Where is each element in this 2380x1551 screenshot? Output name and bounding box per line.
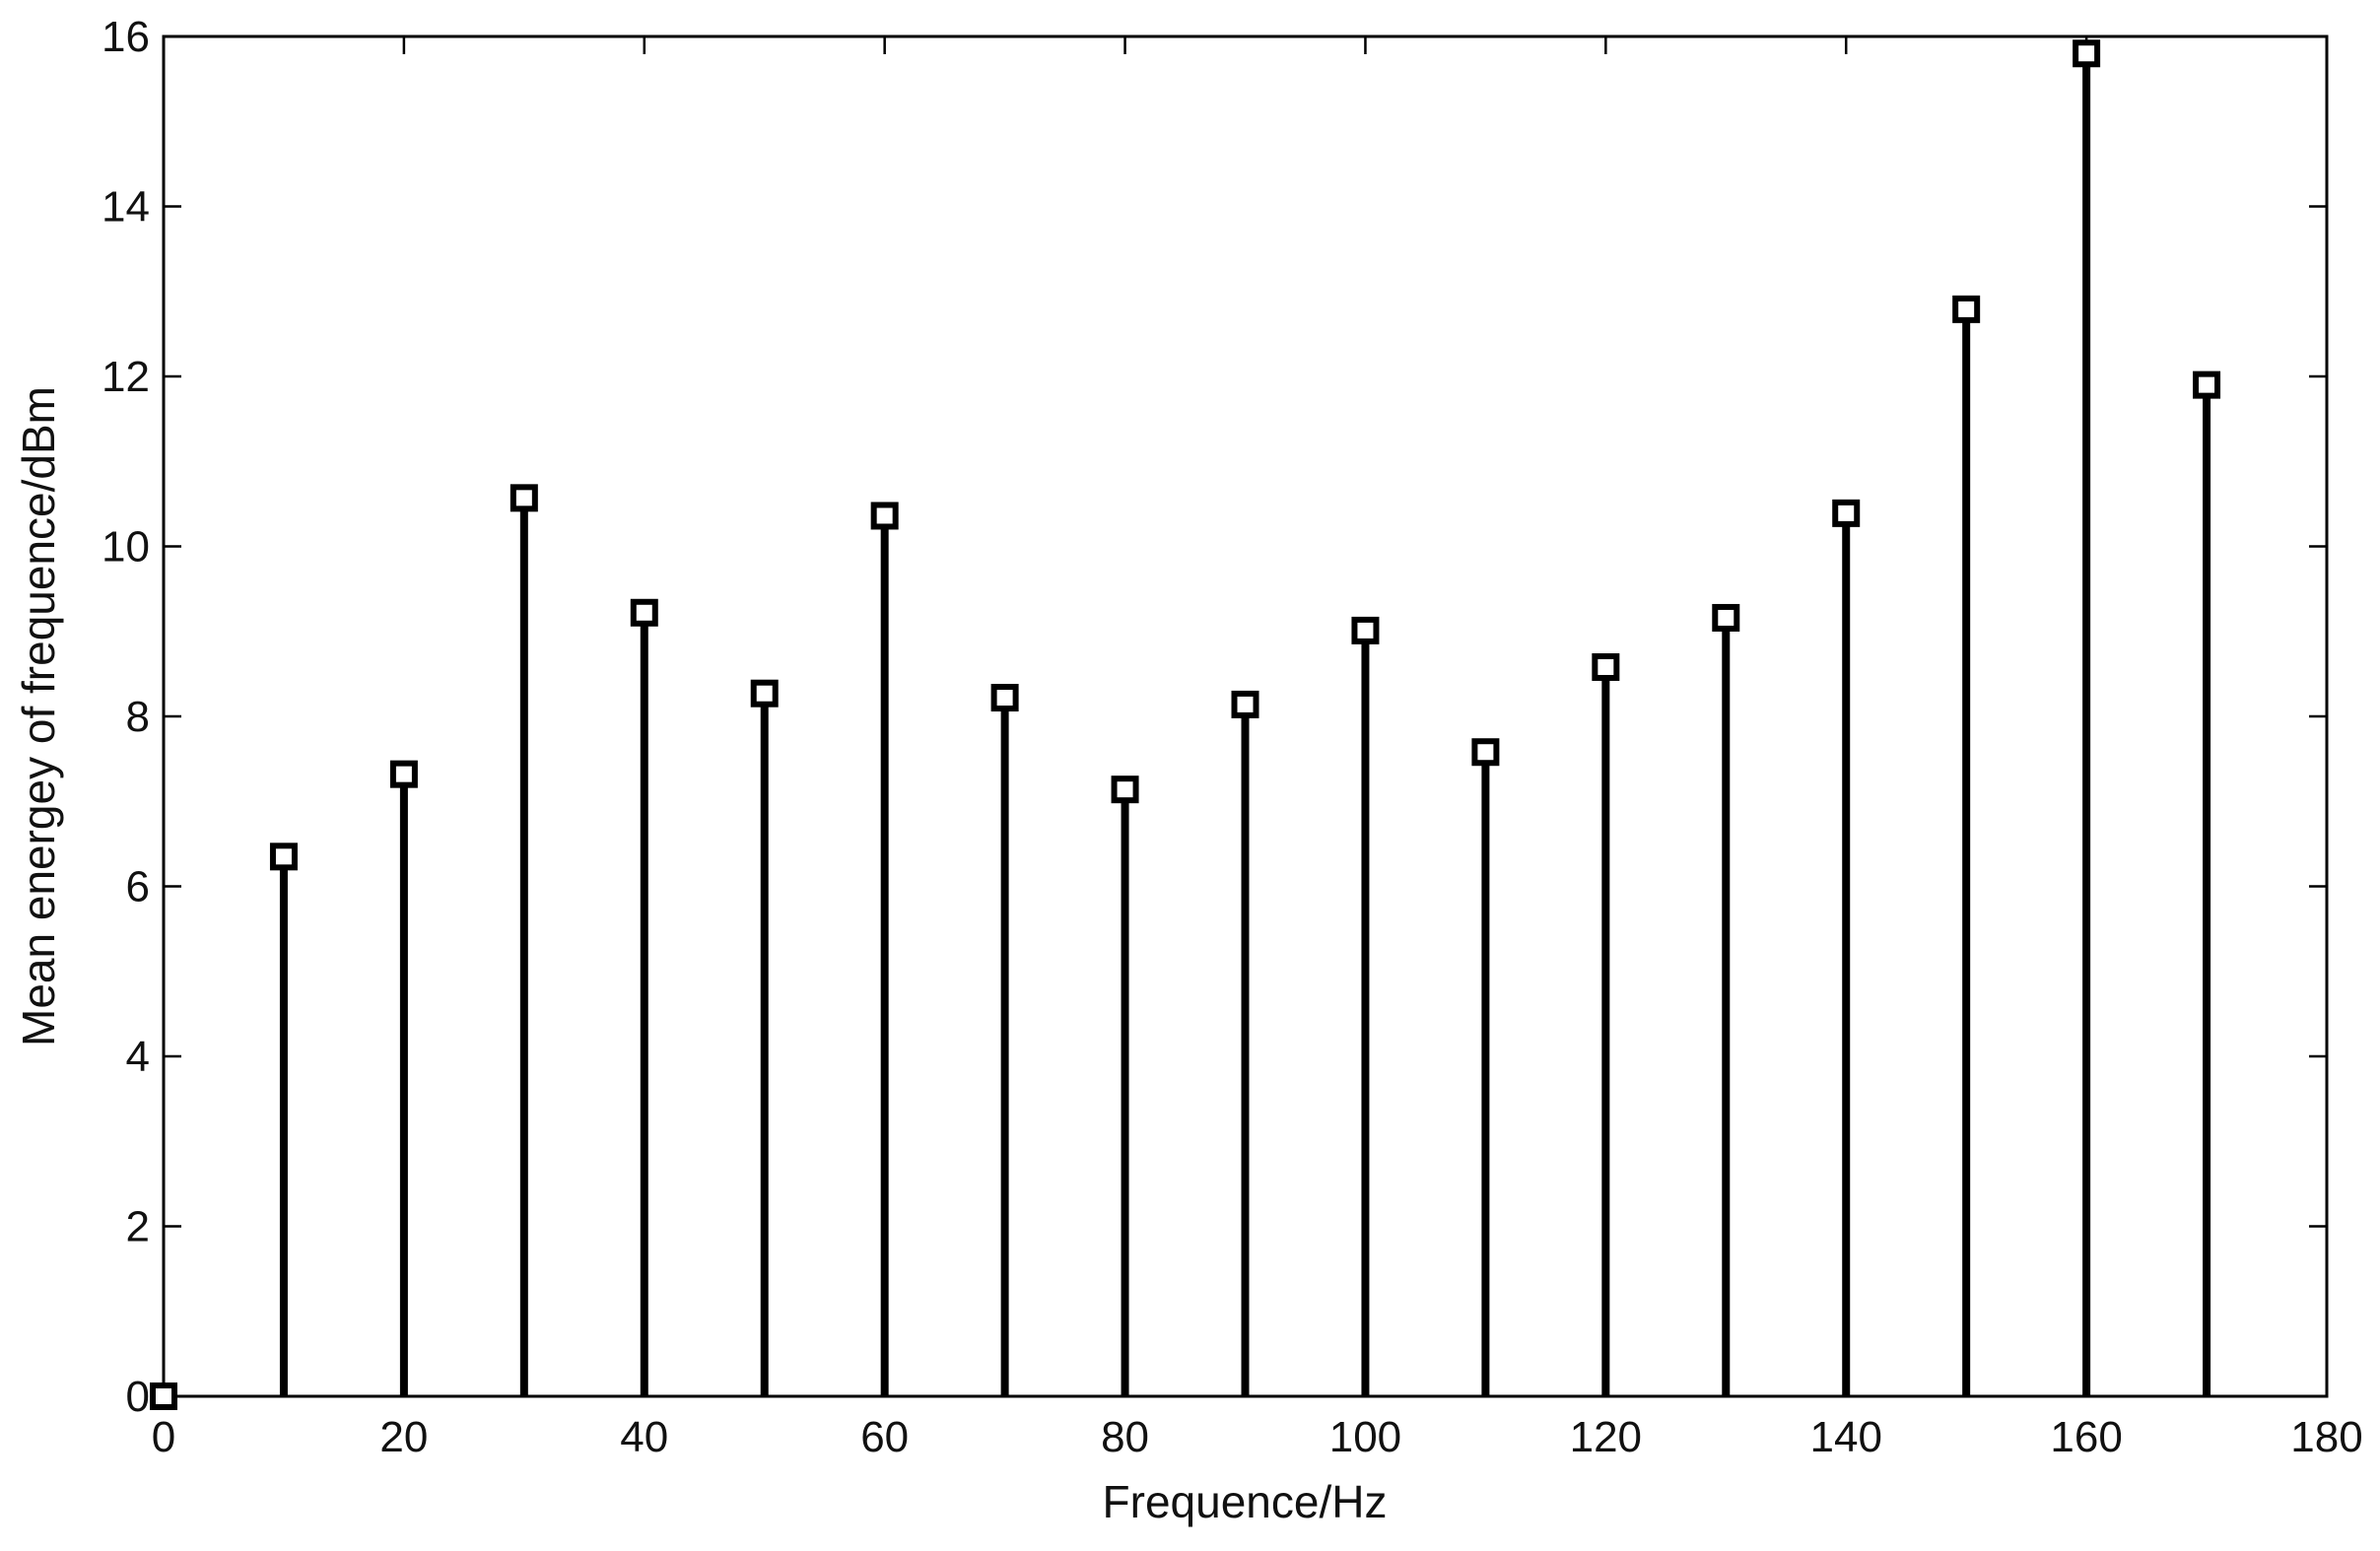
stem-marker: [1952, 295, 1981, 323]
stem-marker: [630, 598, 658, 627]
y-tick-labels: 0 2 4 6 8 10 12 14 16: [102, 13, 150, 1421]
stem-marker: [150, 1382, 177, 1410]
stem-marker: [269, 843, 298, 871]
stem-marker: [510, 484, 538, 512]
stem-marker: [1592, 652, 1620, 681]
y-tick-label: 10: [102, 523, 150, 572]
x-tick-label: 60: [860, 1413, 909, 1461]
stem-marker: [870, 502, 899, 530]
stem-marker: [750, 679, 779, 708]
stem-marker: [1231, 690, 1259, 718]
stem-marker: [1712, 603, 1740, 632]
stem-marker: [990, 684, 1019, 712]
x-tick-label: 160: [2050, 1413, 2122, 1461]
stem-marker: [1351, 616, 1380, 644]
x-tick-labels: 0 20 40 60 80 100 120 140 160 180: [152, 1413, 2363, 1461]
stem-marker: [2073, 39, 2101, 68]
y-tick-label: 12: [102, 353, 150, 401]
stem-marker: [2193, 371, 2221, 399]
x-tick-label: 20: [379, 1413, 428, 1461]
stem-marker: [1111, 776, 1139, 804]
stem-marker: [1471, 738, 1500, 767]
x-tick-label: 100: [1329, 1413, 1401, 1461]
stem-marker: [1832, 499, 1861, 527]
x-tick-label: 40: [620, 1413, 668, 1461]
y-tick-label: 4: [126, 1033, 150, 1081]
y-tick-label: 14: [102, 183, 150, 232]
y-tick-label: 2: [126, 1203, 150, 1251]
markers: [150, 39, 2221, 1410]
x-tick-label: 80: [1101, 1413, 1149, 1461]
x-tick-label: 0: [152, 1413, 175, 1461]
x-axis-title: Frequence/Hz: [1103, 1476, 1388, 1527]
y-tick-label: 0: [126, 1373, 150, 1421]
y-tick-label: 8: [126, 693, 150, 741]
y-tick-label: 16: [102, 13, 150, 61]
y-tick-label: 6: [126, 863, 150, 911]
stems: [279, 53, 2211, 1396]
stem-marker: [389, 760, 418, 788]
x-tick-label: 140: [1810, 1413, 1882, 1461]
x-tick-label: 180: [2290, 1413, 2362, 1461]
y-axis-title: Mean energey of frequence/dBm: [13, 386, 64, 1046]
x-tick-label: 120: [1570, 1413, 1642, 1461]
